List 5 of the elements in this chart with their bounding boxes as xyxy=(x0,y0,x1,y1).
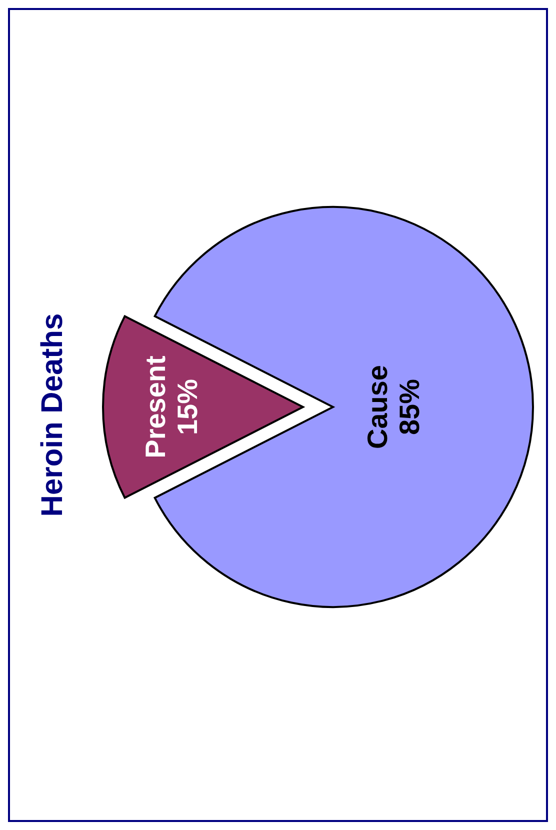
slice-label: Present xyxy=(140,356,171,458)
slice-label: Cause xyxy=(362,364,393,450)
text: Heroin Deaths xyxy=(36,312,70,519)
data-label: 85% xyxy=(394,378,425,436)
data-label: 15% xyxy=(172,378,203,436)
